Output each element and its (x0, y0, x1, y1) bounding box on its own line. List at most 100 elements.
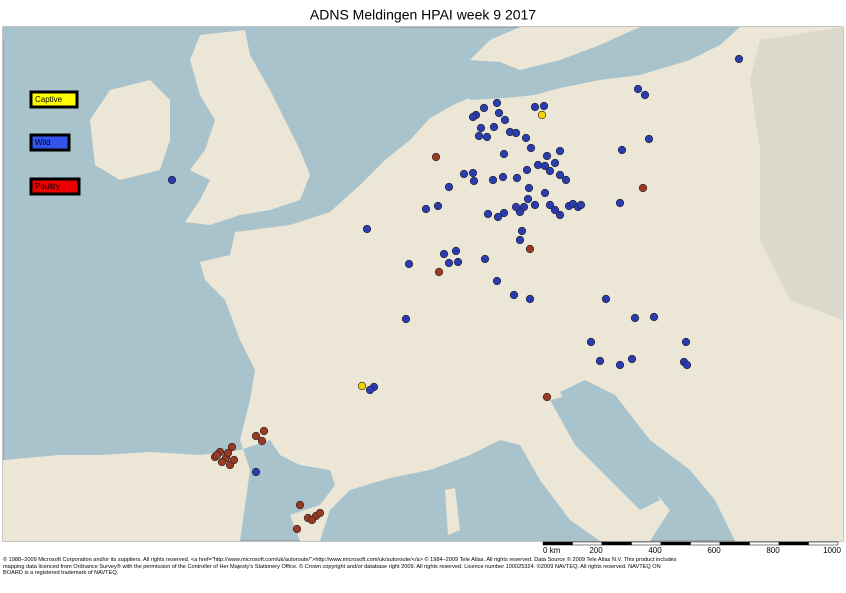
sea (470, 27, 740, 100)
marker (682, 360, 692, 370)
scale-label: 800 (766, 546, 780, 555)
marker (474, 131, 484, 141)
marker (512, 173, 522, 183)
marker (459, 169, 469, 179)
marker (526, 143, 536, 153)
marker (365, 385, 375, 395)
marker (539, 101, 549, 111)
scale-label: 0 km (543, 546, 561, 555)
marker (229, 455, 239, 465)
scale-segment (660, 541, 691, 546)
marker (227, 442, 237, 452)
copyright-line: BOARD is a registered trademark of NAVTE… (3, 570, 119, 576)
scale-bar: 0 km 200 400 600 800 1000 (542, 541, 841, 555)
marker (515, 235, 525, 245)
marker (468, 168, 478, 178)
scale-segment (690, 541, 721, 546)
marker (601, 294, 611, 304)
legend-swatch (29, 177, 81, 196)
marker (453, 257, 463, 267)
marker (533, 160, 543, 170)
marker (545, 200, 555, 210)
marker (555, 210, 565, 220)
marker (433, 201, 443, 211)
marker (498, 172, 508, 182)
marker (561, 175, 571, 185)
marker (362, 224, 372, 234)
title: ADNS Meldingen HPAI week 9 2017 (310, 7, 536, 23)
scale-segment (542, 541, 573, 546)
marker (640, 90, 650, 100)
land (3, 27, 843, 541)
marker (649, 312, 659, 322)
marker (521, 133, 531, 143)
marker (627, 354, 637, 364)
scale-segment (631, 541, 662, 546)
copyright: © 1988–2009 Microsoft Corporation and/or… (3, 557, 843, 577)
marker (555, 146, 565, 156)
scale-segment (719, 541, 750, 546)
marker (522, 165, 532, 175)
marker (404, 259, 414, 269)
marker (431, 152, 441, 162)
legend-label: Poultry (35, 182, 60, 191)
marker (212, 450, 222, 460)
marker (493, 212, 503, 222)
scale-segment (808, 541, 839, 546)
scale-label: 600 (707, 546, 721, 555)
marker (488, 175, 498, 185)
marker (451, 246, 461, 256)
marker (499, 149, 509, 159)
marker (681, 337, 691, 347)
marker (630, 313, 640, 323)
marker (492, 98, 502, 108)
marker (617, 145, 627, 155)
marker (524, 183, 534, 193)
marker (644, 134, 654, 144)
marker (638, 183, 648, 193)
marker (167, 175, 177, 185)
marker (586, 337, 596, 347)
legend-swatch (29, 133, 71, 152)
marker (468, 112, 478, 122)
land (445, 488, 460, 535)
marker (525, 294, 535, 304)
marker (479, 103, 489, 113)
marker (480, 254, 490, 264)
map: ADNS Meldingen HPAI week 9 2017 Captive … (2, 7, 844, 555)
marker (315, 508, 325, 518)
land-east (750, 27, 843, 320)
marker (295, 500, 305, 510)
scale-label: 400 (648, 546, 662, 555)
marker (530, 102, 540, 112)
marker (511, 202, 521, 212)
copyright-line: mapping data licenced from Ordnance Surv… (3, 563, 661, 570)
marker (439, 249, 449, 259)
marker (482, 132, 492, 142)
marker (542, 151, 552, 161)
sea (320, 440, 600, 541)
marker (499, 208, 509, 218)
marker (509, 290, 519, 300)
marker (576, 200, 586, 210)
marker (492, 276, 502, 286)
marker (615, 360, 625, 370)
marker (550, 205, 560, 215)
marker (540, 188, 550, 198)
marker (223, 448, 233, 458)
marker (251, 431, 261, 441)
marker (633, 84, 643, 94)
legend-label: Captive (35, 95, 63, 104)
marker (542, 392, 552, 402)
marker (257, 436, 267, 446)
marker (434, 267, 444, 277)
marker (307, 515, 317, 525)
marker (483, 209, 493, 219)
marker (537, 110, 547, 120)
marker (511, 128, 521, 138)
marker (217, 457, 227, 467)
scale-segment (572, 541, 603, 546)
sea (3, 27, 430, 210)
land (90, 80, 170, 180)
